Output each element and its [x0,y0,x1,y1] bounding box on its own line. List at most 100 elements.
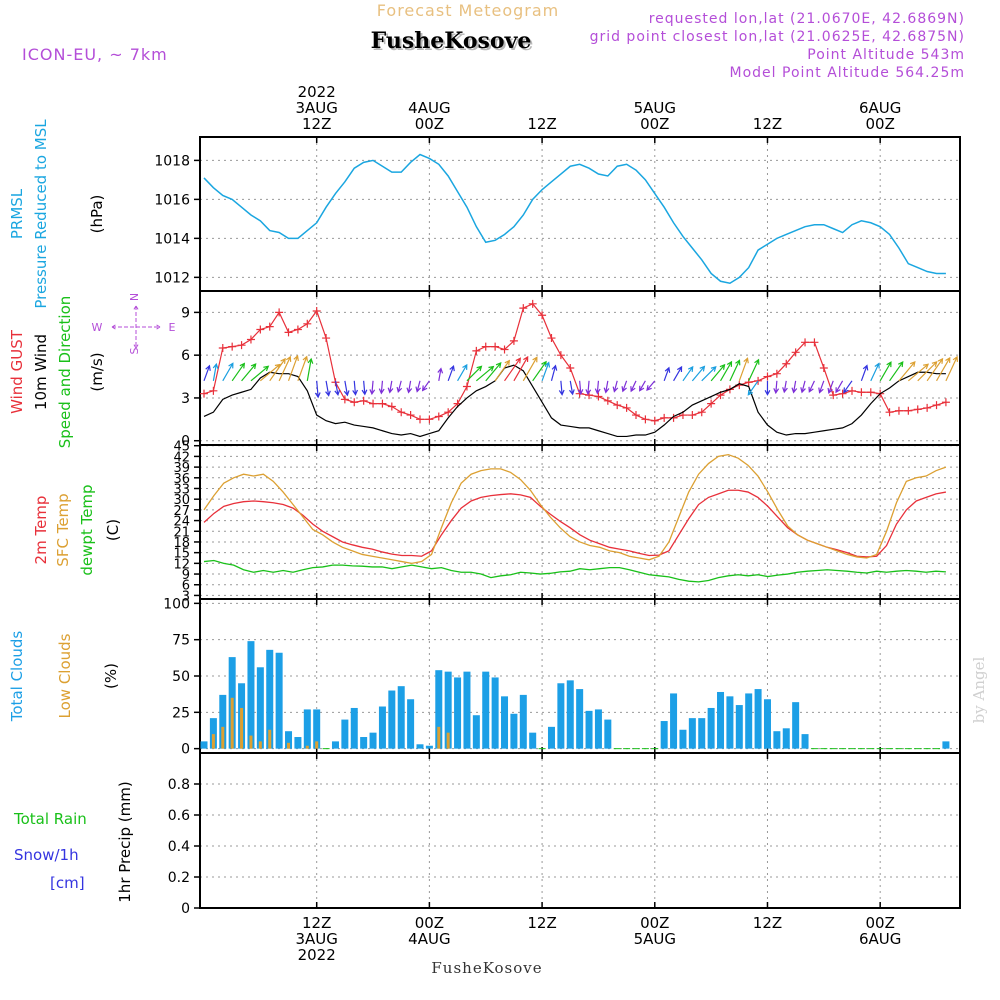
wind-arrow [541,361,551,382]
wind-arrow [835,380,844,394]
total-cloud-bar [557,683,565,749]
plot-area: 1012101410161018036936912151821242730333… [8,83,961,964]
gust-point [594,392,603,401]
gust-point [519,304,528,313]
gust-point [387,402,396,411]
compass-w: W [92,321,103,334]
wind-arrow [691,365,706,382]
wind-arrow [585,380,592,396]
total-cloud-bar [294,737,302,749]
gust-point [603,396,612,405]
wind-arrow [612,380,619,393]
gust-point [237,341,246,350]
model-label: ICON-EU, ~ 7km [22,45,168,64]
time-label-bottom: 5AUG [634,930,676,948]
wind-arrow [558,380,565,396]
wind-arrow [879,361,892,382]
gust-point [641,415,650,424]
wind-arrow [369,380,376,396]
snow-label: Snow/1h [14,846,79,864]
time-label-top: 12Z [302,115,331,133]
wind-arrow [594,380,601,395]
low-cloud-bar [287,742,291,749]
total-cloud-bar [566,680,574,749]
wind-label: 10m Wind [32,334,50,410]
credit-watermark: by Angel [970,656,988,723]
total-cloud-bar [472,715,480,749]
ytick-label: 30 [173,493,190,508]
time-label-bottom: 12Z [753,914,782,932]
time-label-top: 4AUG [408,99,450,117]
gust-point [932,401,941,410]
low-cloud-bar [240,707,244,749]
wind-arrow [421,380,430,392]
gust-line [203,303,947,422]
wind-arrow [621,380,628,393]
wind-arrow [287,354,299,382]
gust-point [575,389,584,398]
gust-point [397,408,406,417]
total-cloud-bar [200,741,208,749]
total-cloud-bar [782,728,790,749]
ytick-label: 0.6 [168,808,190,824]
gust-point [509,336,518,345]
total-cloud-bar [670,693,678,749]
wind-arrow [818,380,825,394]
wind-arrow [729,359,741,382]
time-label-bottom: 12Z [302,914,331,932]
low-cloud-bar [315,741,319,749]
wind-arrow [203,364,211,382]
ytick-label: 45 [173,440,190,455]
gust-point [829,391,838,400]
gust-point [444,408,453,417]
wind-arrow [494,359,511,382]
panel-pressure: 1012 1014 1016 1018 [154,136,961,292]
total-cloud-bar [717,691,725,749]
wind-arrow [212,362,219,381]
total-cloud-bar [510,713,518,749]
ytick-label: 0 [181,901,190,917]
total-cloud-bar [378,706,386,749]
closest-coords: grid point closest lon,lat (21.0625E, 42… [590,29,965,45]
wind-arrow [466,365,483,382]
wind-arrow [945,355,959,382]
total-cloud-bar [529,732,537,749]
wind-arrow [738,357,749,382]
wind-arrow [773,380,780,395]
gust-point [819,364,828,372]
total-cloud-bar [247,641,255,749]
pressure-label-2: Pressure Reduced to MSL [32,119,50,309]
total-cloud-bar [745,693,753,749]
gust-point [556,351,565,360]
wind-arrow [250,365,270,382]
wind-arrow [569,380,575,396]
pressure-unit: (hPa) [88,195,106,234]
total-cloud-bar [726,696,734,749]
wind-arrow [231,362,246,382]
pressure-label: PRMSL [8,188,26,239]
total-cloud-bar [331,741,339,749]
total-cloud-bar [397,686,405,749]
ytick-label: 0 [181,742,190,758]
wind-arrow [447,364,455,382]
total-cloud-bar [604,719,612,749]
wind-arrow [682,365,694,382]
ytick-label: 0.4 [168,839,190,855]
gust-point [904,406,913,415]
ytick-label: 42 [173,450,190,465]
wind-dir-label: Speed and Direction [56,296,74,449]
ytick-label: 15 [173,547,190,562]
gust-point [500,345,509,354]
time-label-top: 6AUG [859,99,901,117]
pressure-line [203,153,946,284]
ytick-label: 3 [182,589,190,604]
wind-arrow [314,380,321,399]
rain-label: Total Rain [13,810,87,828]
wind-arrow [926,357,944,382]
wind-arrow [663,366,671,382]
wind-arrow [437,367,444,381]
ytick-label: 36 [173,472,190,487]
gust-point [284,328,293,337]
wind-arrow [241,363,257,382]
